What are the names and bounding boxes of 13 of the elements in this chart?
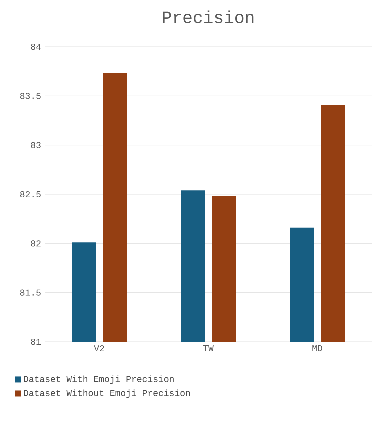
y-tick-label: 82.5 xyxy=(20,191,41,198)
x-tick-label: TW xyxy=(203,346,214,352)
y-tick-label: 83.5 xyxy=(20,93,41,100)
x-tick-label: MD xyxy=(312,346,322,352)
y-tick-label: 84 xyxy=(31,44,41,50)
legend-label: Dataset With Emoji Precision xyxy=(24,376,174,384)
y-tick-label: 81.5 xyxy=(20,290,41,296)
chart-title: Precision xyxy=(163,10,254,24)
legend-label: Dataset Without Emoji Precision xyxy=(24,390,190,398)
y-tick-label: 82 xyxy=(31,240,41,247)
y-tick-label: 81 xyxy=(31,338,41,346)
x-tick-label: V2 xyxy=(94,346,104,352)
y-tick-label: 83 xyxy=(31,142,41,148)
